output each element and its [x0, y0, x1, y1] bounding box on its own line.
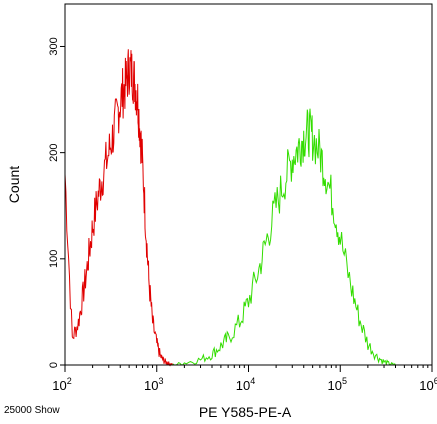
series-line-1	[172, 108, 396, 366]
plot-frame	[64, 3, 433, 366]
x-axis-label: PE Y585-PE-A	[199, 404, 292, 420]
series-line-0	[64, 49, 174, 367]
y-tick-label: 0	[48, 362, 60, 368]
event-count-footnote: 25000 Show	[4, 405, 60, 416]
y-tick-label: 300	[48, 37, 60, 55]
y-axis-label: Count	[6, 166, 22, 203]
x-tick-label: 103	[144, 376, 163, 393]
x-tick-label: 106	[419, 376, 437, 393]
x-tick-label: 104	[236, 376, 255, 393]
x-tick-label: 102	[52, 376, 71, 393]
y-tick-label: 100	[48, 250, 60, 268]
y-tick-label: 200	[48, 143, 60, 161]
x-tick-label: 105	[328, 376, 347, 393]
